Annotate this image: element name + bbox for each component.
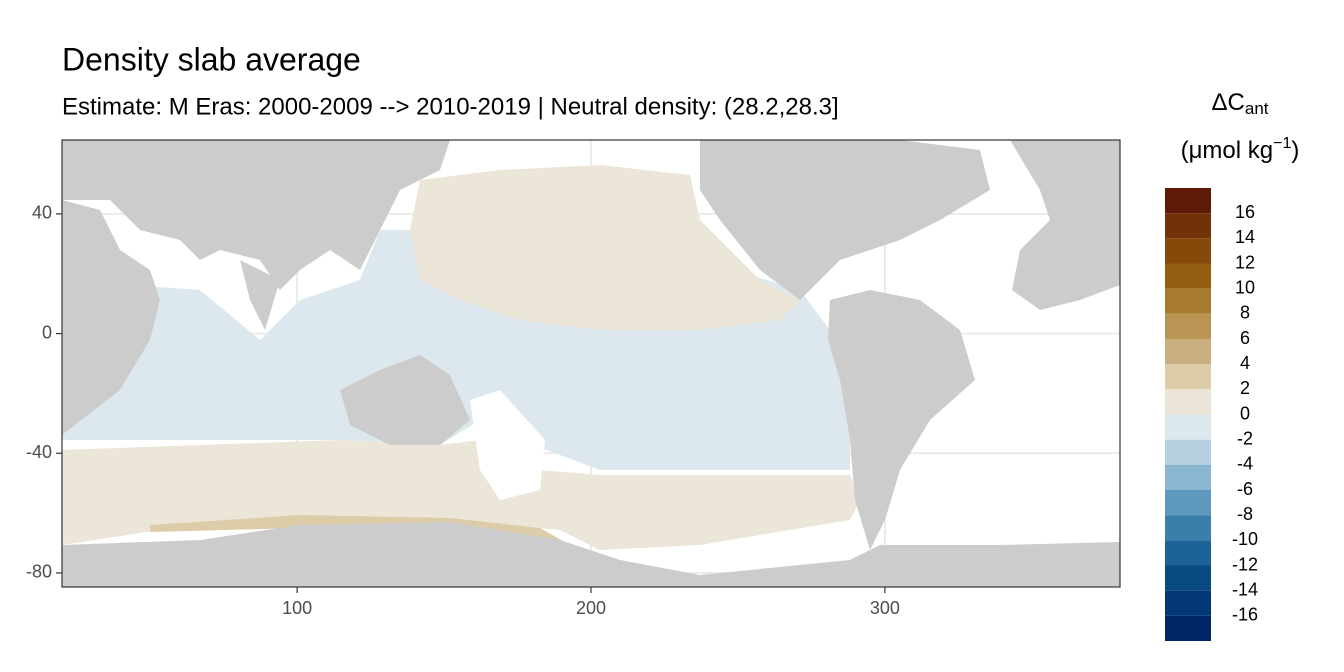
land [700, 140, 990, 300]
land [62, 200, 160, 435]
legend-bin [1165, 238, 1211, 264]
legend-bin [1165, 288, 1211, 314]
no-data [470, 390, 545, 500]
land [62, 140, 450, 290]
chart-title: Density slab average [62, 41, 361, 77]
legend-bin [1165, 464, 1211, 490]
legend-bin [1165, 313, 1211, 339]
legend-tick-label: -16 [1232, 605, 1258, 625]
legend-tick-label: 16 [1235, 202, 1255, 222]
x-tick-label: 200 [576, 598, 606, 618]
legend-bin [1165, 565, 1211, 591]
legend-tick-label: -10 [1232, 529, 1258, 549]
field [410, 165, 800, 330]
legend-bin [1165, 414, 1211, 440]
chart-subtitle: Estimate: M Eras: 2000-2009 --> 2010-201… [62, 93, 839, 120]
legend: 16 14 12 10 8 6 4 2 0 -2 -4 -6 -8 -10 -12 -14 -16 [1165, 188, 1258, 641]
legend-bin [1165, 339, 1211, 365]
legend-tick-label: -12 [1232, 554, 1258, 574]
legend-tick-label: 0 [1240, 403, 1250, 423]
y-tick-label: -40 [26, 442, 52, 462]
legend-tick-label: -4 [1237, 454, 1253, 474]
y-tick-label: -80 [26, 562, 52, 582]
legend-title: ΔCant [1211, 89, 1268, 118]
legend-bin [1165, 389, 1211, 415]
legend-unit: (μmol kg−1) [1181, 135, 1300, 164]
legend-tick-label: -8 [1237, 504, 1253, 524]
legend-unit-close: ) [1291, 137, 1299, 164]
legend-tick-label: 8 [1240, 303, 1250, 323]
legend-tick-label: 10 [1235, 277, 1255, 297]
legend-bin [1165, 439, 1211, 465]
legend-tick-label: 6 [1240, 328, 1250, 348]
legend-tick-label: 4 [1240, 353, 1250, 373]
x-tick-label: 100 [282, 598, 312, 618]
land [828, 290, 975, 550]
x-tick-label: 300 [870, 598, 900, 618]
land [62, 522, 1120, 587]
legend-bin [1165, 213, 1211, 239]
land [1010, 140, 1120, 310]
legend-title-main: ΔC [1211, 89, 1244, 116]
legend-bin [1165, 263, 1211, 289]
y-tick-label: 0 [42, 322, 52, 342]
legend-unit-sup: −1 [1273, 135, 1291, 152]
legend-bin [1165, 490, 1211, 516]
land [340, 355, 470, 445]
legend-tick-label: -6 [1237, 479, 1253, 499]
legend-tick-label: -14 [1232, 579, 1258, 599]
legend-bin [1165, 515, 1211, 541]
land [240, 260, 280, 330]
legend-tick-label: 14 [1235, 227, 1255, 247]
legend-bin [1165, 188, 1211, 214]
legend-bin [1165, 364, 1211, 390]
legend-bin [1165, 615, 1211, 641]
legend-tick-label: 2 [1240, 378, 1250, 398]
legend-bin [1165, 540, 1211, 566]
y-tick-label: 40 [32, 203, 52, 223]
legend-tick-label: 12 [1235, 252, 1255, 272]
land [62, 140, 1120, 587]
legend-unit-main: (μmol kg [1181, 137, 1274, 164]
legend-title-sub: ant [1245, 99, 1269, 118]
legend-tick-label: -2 [1237, 428, 1253, 448]
legend-bin [1165, 590, 1211, 616]
